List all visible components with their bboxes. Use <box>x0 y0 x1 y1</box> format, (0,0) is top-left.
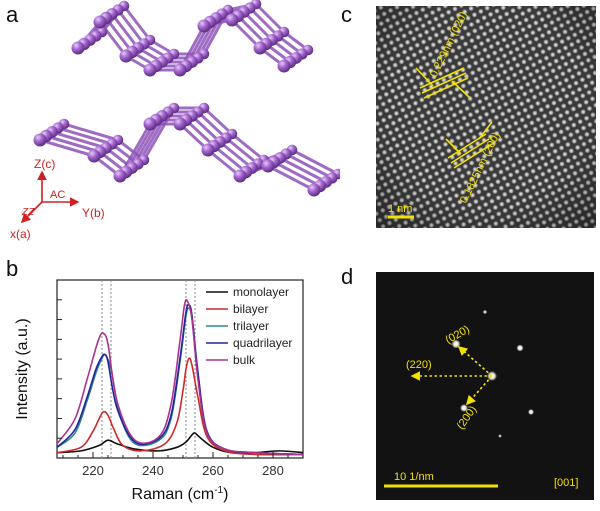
series-line-bulk <box>56 298 304 456</box>
x-tick-label: 260 <box>202 463 224 478</box>
plot-frame <box>56 279 304 459</box>
series-line-monolayer <box>56 432 304 454</box>
hrtem-image: 0.229nm (020) 0.1825nm (200) 1 nm <box>376 6 596 228</box>
chart-legend: monolayer bilayer trilayer quadrilayer bulk <box>206 285 292 367</box>
label-220: (220) <box>406 359 432 371</box>
spot-c <box>483 310 487 314</box>
spot-200 <box>460 404 468 412</box>
x-axis-title: Raman (cm-1) <box>132 485 229 503</box>
legend-label: bulk <box>233 353 256 367</box>
lattice-fringe-020 <box>415 67 471 99</box>
axis-y-label: Y(b) <box>82 206 105 220</box>
x-axis-ticks: 220 240 260 280 <box>62 452 304 478</box>
ac-label: AC <box>50 189 65 201</box>
x-tick-label: 240 <box>142 463 164 478</box>
series-lines <box>56 298 304 456</box>
zone-axis-label: [001] <box>554 477 578 489</box>
x-tick-label: 220 <box>82 463 104 478</box>
raman-chart: 220 240 260 280 Raman (cm-1) Intensity (a.u… <box>14 279 304 503</box>
axis-triad: Z(c) Y(b) x(a) ZZ AC <box>10 157 105 241</box>
x-tick-label: 280 <box>262 463 284 478</box>
panel-label-d: d <box>341 264 354 289</box>
bottom-layer-atoms <box>33 102 340 197</box>
y-axis-title: Intensity (a.u.) <box>14 318 31 419</box>
lattice-fringe-200 <box>445 121 493 169</box>
spot-a <box>516 344 524 352</box>
panel-label-a: a <box>6 2 19 27</box>
legend-label: trilayer <box>233 319 269 333</box>
spot-b <box>528 409 534 415</box>
crystal-structure-figure: Z(c) Y(b) x(a) ZZ AC <box>10 0 340 241</box>
legend-label: bilayer <box>233 302 268 316</box>
series-line-bilayer <box>56 357 304 456</box>
saed-scale-label: 10 1/nm <box>394 471 434 483</box>
top-layer-atoms <box>71 0 314 77</box>
zz-label: ZZ <box>21 207 35 218</box>
panel-label-b: b <box>6 256 19 281</box>
axis-z-label: Z(c) <box>34 157 55 171</box>
scale-bar-label: 1 nm <box>388 203 412 215</box>
reference-lines <box>101 280 196 458</box>
axis-x-label: x(a) <box>10 227 31 241</box>
legend-label: monolayer <box>233 285 289 299</box>
saed-pattern: (020) (220) (200) 10 1/nm [001] <box>376 272 594 500</box>
legend-label: quadrilayer <box>233 336 292 350</box>
spot-d <box>498 434 502 438</box>
panel-label-c: c <box>341 2 352 27</box>
y-axis-ticks <box>57 299 62 439</box>
